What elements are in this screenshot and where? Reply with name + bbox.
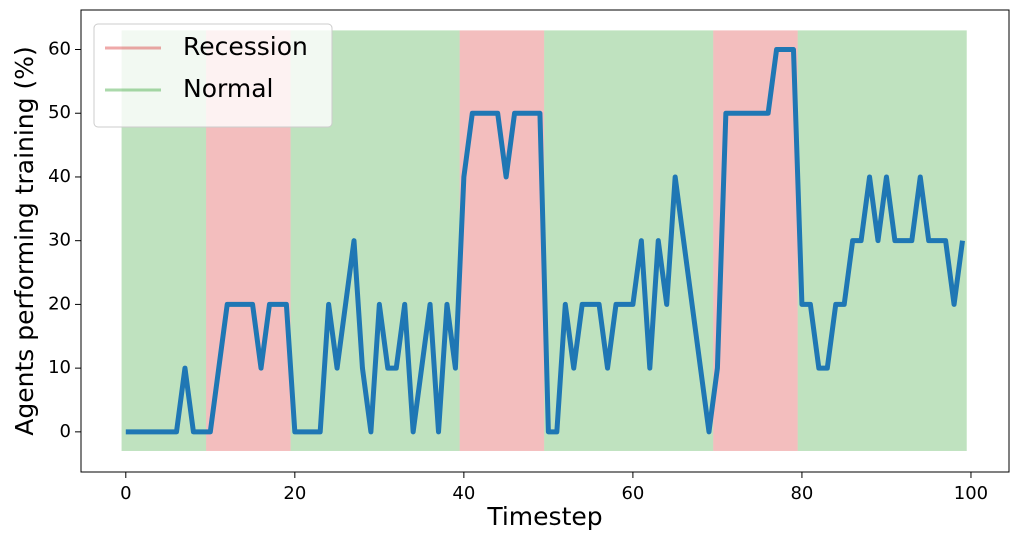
x-tick-label: 60 bbox=[621, 483, 644, 504]
x-tick-label: 20 bbox=[283, 483, 306, 504]
y-tick-label: 40 bbox=[48, 166, 71, 187]
x-tick-label: 100 bbox=[954, 483, 988, 504]
shaded-region bbox=[713, 30, 798, 451]
y-axis-label: Agents performing training (%) bbox=[10, 46, 39, 435]
x-tick-label: 40 bbox=[452, 483, 475, 504]
shaded-region bbox=[544, 30, 714, 451]
y-tick-label: 50 bbox=[48, 102, 71, 123]
y-tick-label: 0 bbox=[60, 421, 71, 442]
shaded-region bbox=[459, 30, 545, 451]
y-tick-label: 20 bbox=[48, 293, 71, 314]
y-tick-label: 10 bbox=[48, 357, 71, 378]
x-tick-label: 0 bbox=[120, 483, 131, 504]
legend-label: Normal bbox=[183, 74, 273, 103]
plot-frame bbox=[80, 9, 1010, 473]
y-tick-label: 60 bbox=[48, 39, 71, 60]
x-axis-label: Timestep bbox=[486, 502, 602, 531]
legend-label: Recession bbox=[183, 32, 308, 61]
data-line bbox=[125, 47, 965, 435]
legend: Recession Normal bbox=[93, 23, 333, 128]
y-tick-label: 30 bbox=[48, 230, 71, 251]
x-tick-label: 80 bbox=[790, 483, 813, 504]
legend-box bbox=[93, 23, 333, 128]
